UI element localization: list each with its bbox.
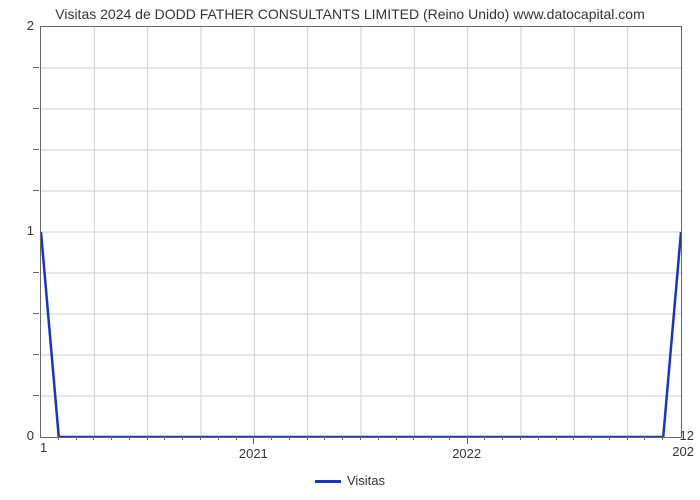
x-minor-tick	[360, 436, 361, 440]
x-minor-tick	[271, 436, 272, 440]
y-minor-tick	[33, 190, 39, 191]
x-tick-label: 2022	[452, 446, 481, 461]
x-minor-tick	[324, 436, 325, 440]
x-minor-tick	[431, 436, 432, 440]
chart-container: Visitas 2024 de DODD FATHER CONSULTANTS …	[0, 0, 700, 500]
x-minor-tick	[289, 436, 290, 440]
x-minor-tick	[556, 436, 557, 440]
x-minor-tick	[182, 436, 183, 440]
x-minor-tick	[449, 436, 450, 440]
x-minor-tick	[609, 436, 610, 440]
x-minor-tick	[58, 436, 59, 440]
y-tick-label: 1	[0, 223, 34, 238]
x-minor-tick	[396, 436, 397, 440]
x-minor-tick	[200, 436, 201, 440]
x-minor-tick	[111, 436, 112, 440]
x-right-corner-bottom: 202	[672, 444, 694, 459]
x-left-corner-label: 1	[40, 440, 47, 455]
chart-title: Visitas 2024 de DODD FATHER CONSULTANTS …	[0, 6, 700, 22]
x-minor-tick	[378, 436, 379, 440]
y-tick-label: 0	[0, 428, 34, 443]
x-tick-label: 2021	[239, 446, 268, 461]
y-tick-label: 2	[0, 18, 34, 33]
x-major-tick	[467, 436, 468, 444]
x-minor-tick	[644, 436, 645, 440]
x-minor-tick	[147, 436, 148, 440]
plot-area	[40, 26, 682, 438]
y-minor-tick	[33, 149, 39, 150]
x-minor-tick	[627, 436, 628, 440]
x-minor-tick	[164, 436, 165, 440]
x-minor-tick	[591, 436, 592, 440]
x-major-tick	[253, 436, 254, 444]
x-minor-tick	[484, 436, 485, 440]
x-minor-tick	[538, 436, 539, 440]
x-minor-tick	[129, 436, 130, 440]
x-minor-tick	[93, 436, 94, 440]
y-minor-tick	[33, 354, 39, 355]
x-minor-tick	[342, 436, 343, 440]
legend-label: Visitas	[347, 473, 385, 488]
y-minor-tick	[33, 313, 39, 314]
x-minor-tick	[413, 436, 414, 440]
legend: Visitas	[0, 473, 700, 488]
x-minor-tick	[76, 436, 77, 440]
x-minor-tick	[573, 436, 574, 440]
x-minor-tick	[307, 436, 308, 440]
x-minor-tick	[236, 436, 237, 440]
y-minor-tick	[33, 272, 39, 273]
x-minor-tick	[502, 436, 503, 440]
x-minor-tick	[662, 436, 663, 440]
y-minor-tick	[33, 395, 39, 396]
x-minor-tick	[218, 436, 219, 440]
plot-svg	[41, 27, 681, 437]
y-minor-tick	[33, 108, 39, 109]
x-right-corner-top: 12	[680, 428, 694, 443]
x-minor-tick	[520, 436, 521, 440]
legend-swatch	[315, 480, 341, 483]
y-minor-tick	[33, 67, 39, 68]
